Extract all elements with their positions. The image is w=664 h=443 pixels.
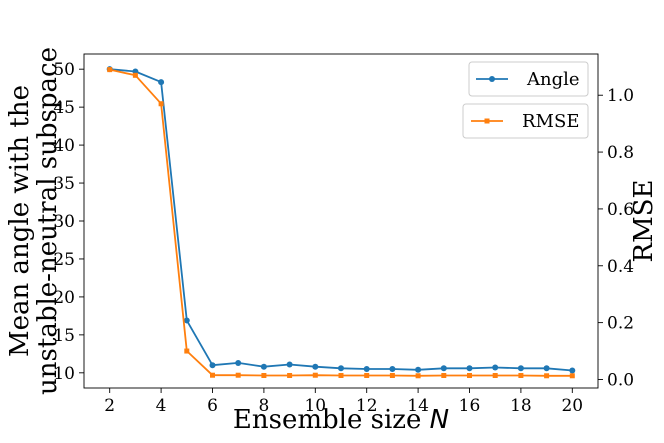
left-y-tick-label: 30 [53,212,75,232]
right-y-tick-label: 0.2 [607,314,634,334]
left-y-axis-ticks: 10 15 20 25 30 35 40 45 50 [53,60,84,384]
legend-rmse-box [462,103,589,139]
rmse-point [338,372,344,378]
left-y-tick-label: 20 [53,288,75,308]
x-axis-title-variable: N [430,405,449,435]
x-tick-label: 4 [156,396,167,416]
rmse-point [184,348,190,354]
rmse-point [518,372,524,378]
x-tick-label: 16 [459,396,481,416]
series-layer [106,66,576,379]
left-y-tick-label: 35 [53,174,75,194]
angle-point [338,365,344,372]
angle-point [543,365,550,372]
x-axis-ticks: 2 4 6 8 10 12 14 16 18 20 [104,388,583,416]
left-y-tick-label: 15 [53,326,75,346]
angle-point [517,365,524,372]
rmse-point [467,372,472,378]
rmse-point [441,372,447,378]
rmse-point [158,101,164,107]
right-y-tick-label: 1.0 [607,86,634,106]
right-y-tick-label: 0.0 [607,370,634,390]
rmse-point [569,373,575,379]
rmse-point [261,372,267,378]
angle-point [260,363,267,370]
rmse-point [287,372,293,378]
right-y-axis-ticks: 0.0 0.2 0.4 0.6 0.8 1.0 [598,86,634,390]
rmse-point [235,372,241,378]
legend-rmse-label: RMSE [522,111,579,132]
legend-angle-marker [489,76,495,82]
rmse-point [312,372,318,378]
angle-point [312,363,319,370]
legend-rmse-marker [484,118,490,124]
legend-rmse: RMSE [462,103,589,139]
left-y-axis-title-line1: Mean angle with the [5,85,35,357]
left-y-tick-label: 50 [53,60,75,80]
angle-point [235,359,242,366]
right-y-tick-label: 0.8 [607,143,634,163]
rmse-point [132,72,138,78]
x-tick-label: 12 [356,396,378,416]
angle-point [415,366,422,373]
rmse-point [364,372,370,378]
right-y-axis-title: RMSE [629,180,659,263]
angle-point [466,365,473,372]
x-tick-label: 2 [104,396,115,416]
rmse-point [492,372,498,378]
rmse-point [544,373,550,379]
angle-point [492,364,499,371]
angle-point [363,366,370,373]
legend-angle: Angle [468,61,589,97]
left-y-tick-label: 25 [53,250,75,270]
rmse-point [389,372,395,378]
legend-angle-box [468,61,589,97]
left-y-tick-label: 10 [53,364,75,384]
angle-point [389,366,396,373]
left-y-tick-label: 40 [53,136,75,156]
legend-angle-label: Angle [526,69,580,90]
x-tick-label: 20 [561,396,583,416]
angle-point [286,361,293,368]
right-y-tick-label: 0.4 [607,257,634,277]
angle-point [440,365,447,372]
angle-point [183,317,190,324]
rmse-point [210,372,215,378]
x-tick-label: 14 [407,396,429,416]
x-axis-title: Ensemble size N [233,405,449,435]
x-tick-label: 8 [258,396,269,416]
left-y-axis-title-line2: unstable-neutral subspace [33,47,63,395]
x-tick-label: 18 [510,396,532,416]
rmse-point [107,67,113,73]
angle-point [569,367,576,374]
x-tick-label: 6 [207,396,218,416]
rmse-point [415,373,421,379]
x-tick-label: 10 [304,396,326,416]
angle-point [158,79,165,86]
angle-point [209,362,216,369]
left-y-tick-label: 45 [53,98,75,118]
right-y-tick-label: 0.6 [607,200,634,220]
